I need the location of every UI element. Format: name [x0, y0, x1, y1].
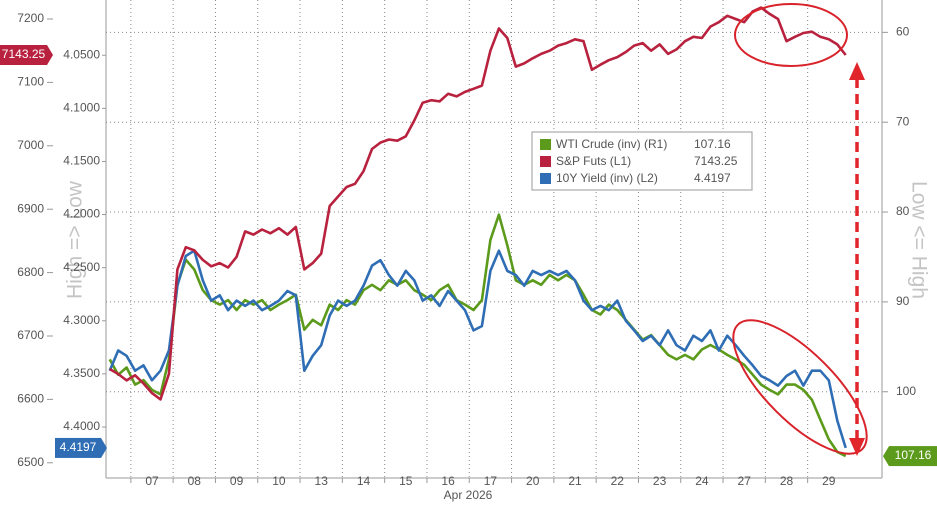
x-tick-label: 24: [695, 474, 709, 488]
last-values: 7143.25 4.4197 107.16: [0, 44, 937, 467]
annotation-ellipse: [734, 3, 848, 67]
x-tick-label: 10: [272, 474, 286, 488]
legend: [531, 131, 753, 191]
last-value-box: [0, 44, 47, 65]
legend-entries: WTI Crude (inv) (R1) 107.16 S&P Futs (L1) 7…: [540, 137, 738, 185]
legend-value: 7143.25: [694, 154, 738, 168]
x-tick-label: 09: [230, 474, 244, 488]
y3-tick-label: 4.3000: [63, 313, 100, 327]
last-value-box: [55, 437, 101, 458]
y-tick-label: 6500: [17, 455, 44, 469]
x-tick-label: 07: [145, 474, 159, 488]
legend-value: 4.4197: [694, 171, 731, 185]
y3-tick-label: 4.2500: [63, 260, 100, 274]
x-tick-label: 27: [738, 474, 752, 488]
y3-tick-label: 4.3500: [63, 366, 100, 380]
series-line: [108, 213, 847, 458]
legend-swatch: [540, 156, 551, 167]
x-tick-label: 13: [315, 474, 329, 488]
x-tick-label: 23: [653, 474, 667, 488]
last-value-pointer: [883, 446, 889, 467]
x-tick-label: 29: [822, 474, 836, 488]
y3-tick-label: 4.4000: [63, 419, 100, 433]
y3-tick-label: 4.1500: [63, 154, 100, 168]
series-line: [109, 6, 847, 401]
x-tick-label: 20: [526, 474, 540, 488]
legend-swatch: [540, 173, 551, 184]
y-tick-label: 6800: [17, 265, 44, 279]
last-value-label: 107.16: [895, 448, 932, 462]
x-tick-label: 15: [399, 474, 413, 488]
arrow-head: [849, 438, 865, 456]
arrow-head: [849, 62, 865, 80]
legend-box: [531, 131, 753, 191]
x-tick-label: 22: [611, 474, 625, 488]
y2-tick-label: 70: [896, 114, 910, 128]
y-tick-label: 6900: [17, 201, 44, 215]
y-tick-label: 6600: [17, 392, 44, 406]
x-axis-title: Apr 2026: [444, 488, 493, 502]
last-value-pointer: [101, 437, 107, 458]
x-tick-label: 08: [188, 474, 202, 488]
grid: [47, 0, 888, 483]
y3-tick-label: 4.1000: [63, 101, 100, 115]
legend-value: 107.16: [694, 137, 731, 151]
y2-tick-label: 60: [896, 25, 910, 39]
y2-tick-label: 100: [896, 384, 916, 398]
x-tick-label: 17: [484, 474, 498, 488]
legend-label: WTI Crude (inv) (R1): [556, 137, 667, 151]
last-value-label: 4.4197: [60, 440, 97, 454]
last-value-box: [889, 446, 937, 467]
y2-tick-label: 80: [896, 204, 910, 218]
legend-label: 10Y Yield (inv) (L2): [556, 171, 658, 185]
y2-tick-label: 90: [896, 294, 910, 308]
legend-swatch: [540, 139, 551, 150]
y-tick-label: 7000: [17, 138, 44, 152]
x-tick-label: 28: [780, 474, 794, 488]
y3-tick-label: 4.2000: [63, 207, 100, 221]
series-line: [108, 249, 847, 449]
x-tick-label: 21: [568, 474, 582, 488]
x-tick-label: 14: [357, 474, 371, 488]
right-axis-title: Low <= High: [907, 181, 930, 299]
annotation-ellipse: [732, 319, 868, 455]
legend-label: S&P Futs (L1): [556, 154, 631, 168]
y3-tick-label: 4.0500: [63, 47, 100, 61]
y-tick-label: 6700: [17, 328, 44, 342]
y-tick-label: 7200: [17, 11, 44, 25]
plot-lines: [108, 6, 847, 458]
y-tick-label: 7100: [17, 75, 44, 89]
last-value-label: 7143.25: [2, 47, 46, 61]
last-value-pointer: [47, 44, 53, 65]
left-axis-title: High => Low: [64, 180, 87, 299]
x-tick-label: 16: [441, 474, 455, 488]
